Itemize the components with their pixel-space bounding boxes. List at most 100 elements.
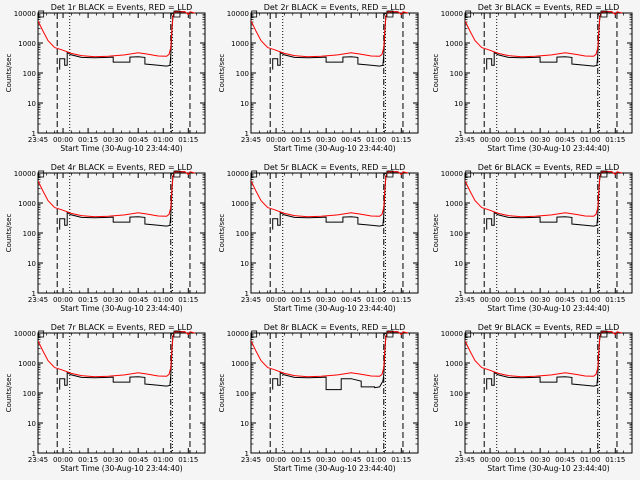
panel-title: Det 8r BLACK = Events, RED = LLD [264, 323, 406, 332]
y-tick-label: 1 [459, 450, 463, 458]
y-axis-label: Counts/sec [5, 54, 13, 93]
y-tick-label: 1000 [231, 360, 249, 368]
y-axis-label: Counts/sec [432, 54, 440, 93]
x-tick-label: 00:15 [78, 456, 98, 464]
lld-series-line [251, 171, 409, 218]
x-tick-label: 01:15 [178, 296, 198, 304]
y-tick-label: 10 [454, 420, 463, 428]
y-tick-label: 1 [459, 130, 463, 138]
x-tick-label: 01:00 [153, 136, 173, 144]
x-axis-label: Start Time (30-Aug-10 23:44:40) [487, 144, 609, 153]
plot-frame [464, 172, 633, 294]
y-tick-label: 10000 [227, 330, 249, 338]
flag-box-marker [38, 10, 45, 18]
flag-box-marker [173, 10, 181, 18]
plot-frame [464, 332, 633, 454]
x-tick-label: 00:45 [341, 136, 361, 144]
x-tick-label: 00:30 [316, 296, 336, 304]
flag-box-marker [251, 10, 258, 18]
x-tick-label: 01:00 [580, 296, 600, 304]
x-tick-label: 00:30 [530, 456, 550, 464]
events-series-line [59, 331, 185, 390]
x-tick-label: 00:15 [505, 456, 525, 464]
x-tick-label: 00:00 [53, 456, 73, 464]
events-series-line [486, 331, 612, 390]
panel-det-7: Det 7r BLACK = Events, RED = LLD Counts/s… [5, 323, 206, 473]
x-tick-label: 00:00 [480, 136, 500, 144]
y-axis-label: Counts/sec [218, 374, 226, 413]
y-tick-label: 1 [32, 130, 36, 138]
x-axis-label: Start Time (30-Aug-10 23:44:40) [60, 304, 182, 313]
x-tick-label: 01:15 [605, 136, 625, 144]
x-tick-label: 23:45 [455, 456, 475, 464]
events-series-line [272, 171, 398, 230]
x-axis-label: Start Time (30-Aug-10 23:44:40) [273, 304, 395, 313]
y-tick-label: 100 [450, 70, 463, 78]
flag-box-marker [38, 330, 45, 338]
y-tick-label: 1000 [231, 40, 249, 48]
x-tick-label: 01:15 [391, 296, 411, 304]
flag-box-marker [173, 170, 181, 178]
x-tick-label: 01:15 [605, 456, 625, 464]
x-tick-label: 23:45 [241, 136, 261, 144]
y-tick-label: 100 [23, 390, 36, 398]
x-tick-label: 00:45 [128, 296, 148, 304]
x-tick-label: 23:45 [241, 456, 261, 464]
y-tick-label: 10000 [227, 10, 249, 18]
y-tick-label: 1 [32, 290, 36, 298]
flag-box-marker [251, 170, 258, 178]
y-axis-label: Counts/sec [5, 374, 13, 413]
y-tick-label: 1000 [18, 200, 36, 208]
y-tick-label: 10 [27, 420, 36, 428]
y-tick-label: 10000 [14, 330, 36, 338]
lld-series-line [38, 331, 196, 378]
x-tick-label: 00:30 [103, 456, 123, 464]
y-tick-label: 10000 [14, 10, 36, 18]
events-series-line [59, 171, 185, 230]
x-tick-label: 00:45 [555, 296, 575, 304]
y-tick-label: 10 [454, 100, 463, 108]
events-series-line [486, 11, 612, 70]
panel-title: Det 1r BLACK = Events, RED = LLD [51, 3, 193, 12]
y-tick-label: 1000 [231, 200, 249, 208]
y-tick-label: 100 [236, 70, 249, 78]
x-tick-label: 23:45 [28, 456, 48, 464]
x-tick-label: 01:15 [178, 456, 198, 464]
x-tick-label: 00:30 [103, 136, 123, 144]
flag-box-marker [465, 10, 472, 18]
x-tick-label: 00:45 [555, 456, 575, 464]
panel-det-9: Det 9r BLACK = Events, RED = LLD Counts/s… [432, 323, 633, 473]
x-tick-label: 23:45 [455, 296, 475, 304]
plot-frame [37, 172, 206, 294]
x-tick-label: 00:00 [53, 296, 73, 304]
y-tick-label: 10 [240, 100, 249, 108]
x-tick-label: 23:45 [241, 296, 261, 304]
events-series-line [272, 331, 398, 391]
plot-frame [464, 12, 633, 134]
flag-box-marker [386, 330, 394, 338]
y-tick-label: 1 [32, 450, 36, 458]
panel-title: Det 5r BLACK = Events, RED = LLD [264, 163, 406, 172]
x-tick-label: 00:45 [341, 296, 361, 304]
panel-title: Det 9r BLACK = Events, RED = LLD [478, 323, 620, 332]
flag-box-marker [38, 170, 45, 178]
flag-box-marker [173, 330, 181, 338]
y-tick-label: 100 [23, 230, 36, 238]
y-tick-label: 1000 [445, 360, 463, 368]
panel-title: Det 2r BLACK = Events, RED = LLD [264, 3, 406, 12]
x-tick-label: 01:15 [391, 136, 411, 144]
x-axis-label: Start Time (30-Aug-10 23:44:40) [487, 304, 609, 313]
y-tick-label: 100 [236, 390, 249, 398]
y-axis-label: Counts/sec [218, 214, 226, 253]
x-tick-label: 23:45 [28, 136, 48, 144]
y-tick-label: 1000 [18, 360, 36, 368]
events-series-line [272, 11, 398, 70]
panel-title: Det 7r BLACK = Events, RED = LLD [51, 323, 193, 332]
lld-series-line [38, 171, 196, 218]
x-tick-label: 00:00 [266, 296, 286, 304]
x-tick-label: 00:15 [78, 296, 98, 304]
x-tick-label: 00:15 [505, 296, 525, 304]
y-tick-label: 10000 [441, 330, 463, 338]
flag-box-marker [600, 10, 608, 18]
x-axis-label: Start Time (30-Aug-10 23:44:40) [60, 464, 182, 473]
